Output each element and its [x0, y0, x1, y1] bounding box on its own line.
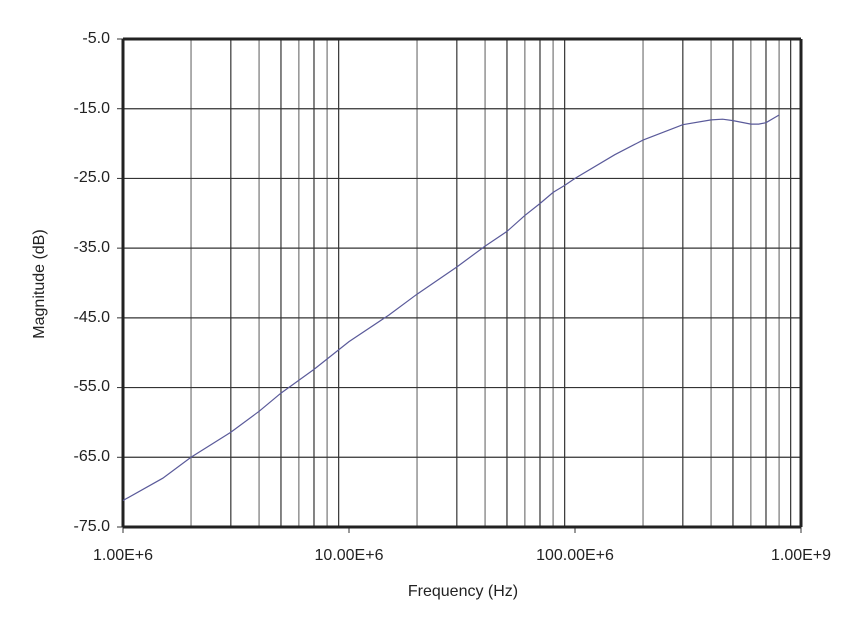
x-tick-label: 1.00E+9 — [770, 547, 832, 564]
y-tick-label: -65.0 — [73, 448, 110, 465]
x-tick-label: 100.00E+6 — [536, 547, 614, 564]
x-tick-label: 1.00E+6 — [92, 547, 154, 564]
y-tick-label: -75.0 — [73, 518, 110, 535]
magnitude-curve — [122, 114, 780, 502]
y-tick-label: -25.0 — [73, 169, 110, 186]
y-tick-label: -5.0 — [82, 30, 110, 47]
y-tick-label: -55.0 — [73, 378, 110, 395]
x-tick-label: 10.00E+6 — [314, 547, 384, 564]
y-tick-label: -45.0 — [73, 309, 110, 326]
y-tick-label: -15.0 — [73, 100, 110, 117]
plot-frame — [121, 37, 803, 529]
y-tick-label: -35.0 — [73, 239, 110, 256]
grid-lines — [117, 38, 802, 533]
x-axis-title: Frequency (Hz) — [407, 583, 519, 600]
y-axis-title: Magnitude (dB) — [31, 229, 48, 339]
